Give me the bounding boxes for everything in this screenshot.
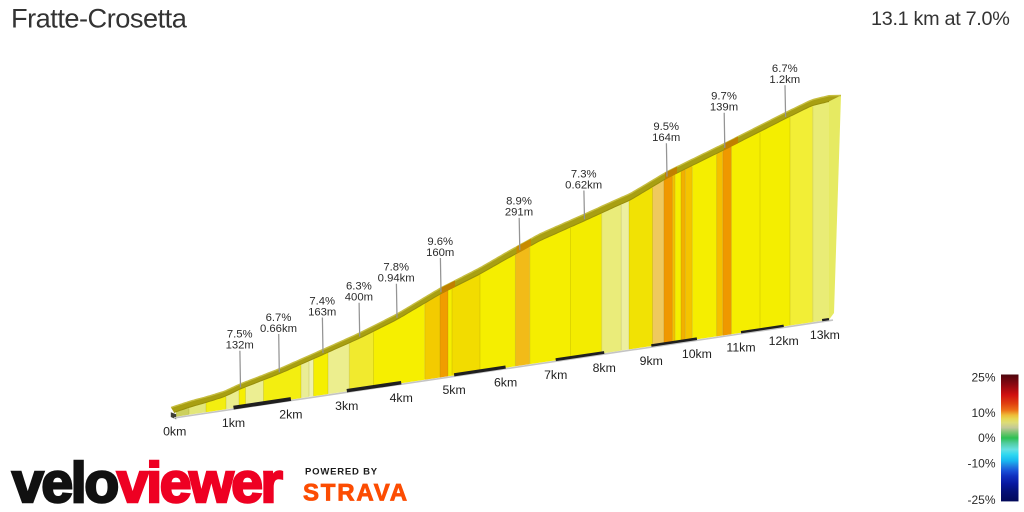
- svg-text:0.94km: 0.94km: [378, 273, 415, 285]
- svg-text:9.6%: 9.6%: [427, 236, 453, 248]
- svg-text:163m: 163m: [308, 306, 336, 318]
- svg-text:1.2km: 1.2km: [769, 74, 800, 86]
- svg-text:0km: 0km: [163, 425, 186, 439]
- svg-text:6.7%: 6.7%: [266, 312, 292, 324]
- svg-text:7.4%: 7.4%: [309, 295, 335, 307]
- svg-text:13.1 km at 7.0%: 13.1 km at 7.0%: [871, 8, 1009, 30]
- svg-text:POWERED BY: POWERED BY: [305, 467, 378, 478]
- svg-text:6.3%: 6.3%: [346, 281, 372, 293]
- svg-text:-10%: -10%: [967, 456, 995, 470]
- svg-text:6.7%: 6.7%: [772, 63, 798, 75]
- svg-text:25%: 25%: [971, 370, 995, 384]
- svg-text:10%: 10%: [971, 406, 995, 420]
- svg-text:10km: 10km: [682, 347, 712, 361]
- svg-text:139m: 139m: [710, 102, 738, 114]
- svg-text:3km: 3km: [335, 399, 358, 413]
- svg-text:STRAVA: STRAVA: [303, 480, 409, 507]
- svg-text:7.8%: 7.8%: [383, 262, 409, 274]
- svg-text:-25%: -25%: [967, 493, 995, 507]
- svg-text:7.5%: 7.5%: [227, 329, 253, 341]
- svg-text:8.9%: 8.9%: [506, 196, 532, 208]
- svg-text:13km: 13km: [810, 328, 840, 342]
- svg-text:7.3%: 7.3%: [571, 168, 597, 180]
- svg-text:9km: 9km: [640, 354, 663, 368]
- svg-text:0.62km: 0.62km: [565, 179, 602, 191]
- svg-text:11km: 11km: [726, 341, 755, 355]
- svg-text:400m: 400m: [345, 292, 373, 304]
- svg-text:6km: 6km: [494, 376, 517, 390]
- svg-text:7km: 7km: [544, 368, 567, 382]
- svg-text:5km: 5km: [442, 383, 465, 397]
- svg-text:4km: 4km: [390, 391, 413, 405]
- svg-text:9.7%: 9.7%: [711, 91, 737, 103]
- svg-text:2km: 2km: [279, 407, 302, 421]
- svg-text:0.66km: 0.66km: [260, 323, 297, 335]
- svg-text:9.5%: 9.5%: [653, 121, 679, 133]
- svg-text:veloviewer: veloviewer: [12, 451, 283, 512]
- svg-text:0%: 0%: [978, 431, 996, 445]
- svg-text:12km: 12km: [769, 334, 799, 348]
- svg-text:132m: 132m: [226, 340, 254, 352]
- svg-text:Fratte-Crosetta: Fratte-Crosetta: [11, 2, 188, 33]
- svg-text:164m: 164m: [652, 132, 680, 144]
- svg-text:160m: 160m: [426, 247, 454, 259]
- svg-text:1km: 1km: [222, 416, 245, 430]
- svg-text:291m: 291m: [505, 207, 533, 219]
- svg-text:8km: 8km: [593, 361, 616, 375]
